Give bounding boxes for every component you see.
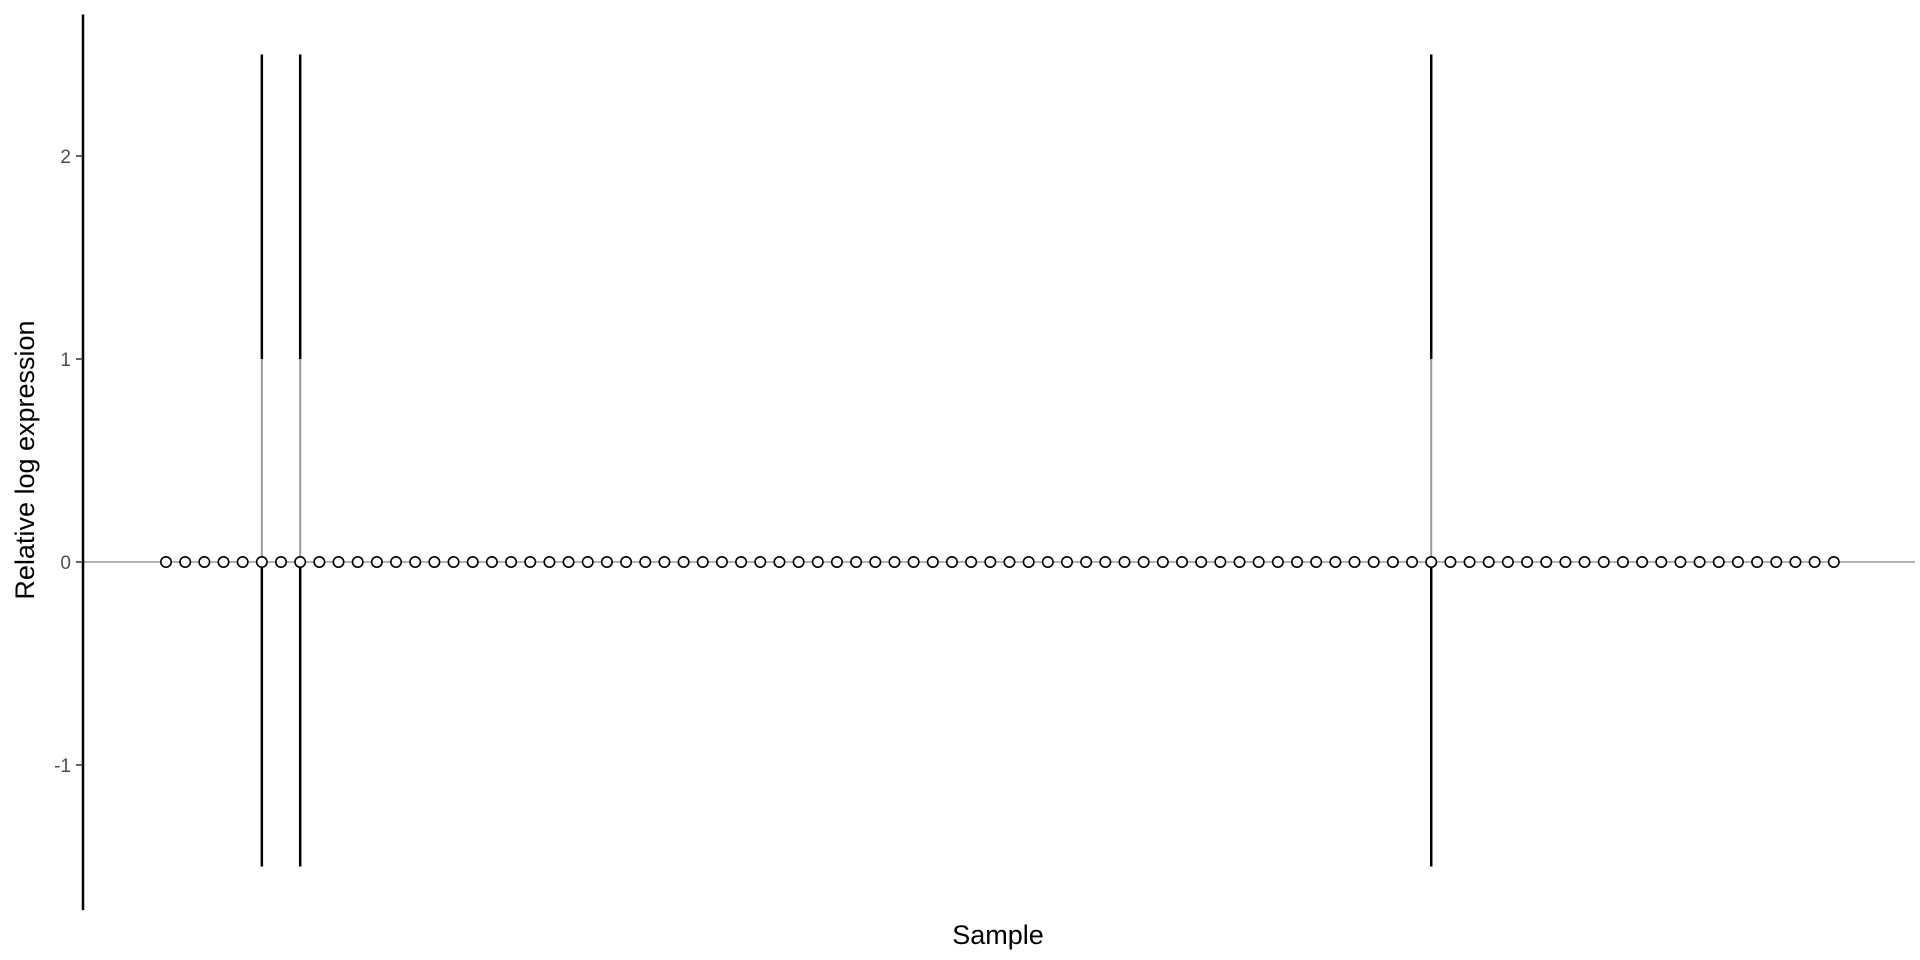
sample-median-point [390, 555, 403, 568]
sample-median-point [313, 555, 326, 568]
sample-median-point [1636, 555, 1649, 568]
sample-median-point [696, 555, 709, 568]
sample-median-point [294, 555, 307, 568]
sample-median-point [1137, 555, 1150, 568]
sample-median-point [160, 555, 173, 568]
sample-median-point [255, 555, 268, 568]
sample-median-point [965, 555, 978, 568]
sample-median-point [1712, 555, 1725, 568]
sample-median-point [1731, 555, 1744, 568]
sample-median-point [1597, 555, 1610, 568]
sample-median-point [1041, 555, 1054, 568]
sample-median-point [1080, 555, 1093, 568]
sample-median-point [984, 555, 997, 568]
sample-median-point [1291, 555, 1304, 568]
sample-median-point [754, 555, 767, 568]
sample-median-point [1406, 555, 1419, 568]
sample-median-point [1789, 555, 1802, 568]
sample-median-point [658, 555, 671, 568]
sample-median-point [370, 555, 383, 568]
sample-median-point [1233, 555, 1246, 568]
sample-median-point [1195, 555, 1208, 568]
sample-median-point [1521, 555, 1534, 568]
sample-median-point [1693, 555, 1706, 568]
sample-median-point [1348, 555, 1361, 568]
sample-median-point [1463, 555, 1476, 568]
sample-median-point [1655, 555, 1668, 568]
y-tick-label: 2 [60, 147, 71, 168]
x-axis-title: Sample [952, 920, 1044, 950]
sample-median-point [505, 555, 518, 568]
sample-median-point [1751, 555, 1764, 568]
sample-median-point [926, 555, 939, 568]
sample-median-point [1214, 555, 1227, 568]
sample-median-point [1616, 555, 1629, 568]
sample-median-point [351, 555, 364, 568]
sample-median-point [773, 555, 786, 568]
sample-median-point [1060, 555, 1073, 568]
sample-median-point [1559, 555, 1572, 568]
sample-median-point [1271, 555, 1284, 568]
sample-median-point [275, 555, 288, 568]
sample-median-point [907, 555, 920, 568]
sample-median-point [620, 555, 633, 568]
sample-median-point [850, 555, 863, 568]
sample-median-point [1386, 555, 1399, 568]
sample-median-point [1674, 555, 1687, 568]
sample-median-point [830, 555, 843, 568]
sample-median-point [869, 555, 882, 568]
sample-median-point [1482, 555, 1495, 568]
sample-median-point [1827, 555, 1840, 568]
sample-median-point [1099, 555, 1112, 568]
y-tick-label: 0 [60, 553, 71, 574]
sample-median-point [1156, 555, 1169, 568]
sample-median-point [1022, 555, 1035, 568]
sample-median-point [715, 555, 728, 568]
sample-median-point [639, 555, 652, 568]
sample-median-point [198, 555, 211, 568]
sample-median-point [792, 555, 805, 568]
sample-median-point [179, 555, 192, 568]
sample-median-point [524, 555, 537, 568]
sample-median-point [581, 555, 594, 568]
sample-median-point [332, 555, 345, 568]
y-axis-title: Relative log expression [10, 320, 40, 599]
plot-area [83, 54, 1915, 867]
y-tick-label: 1 [60, 350, 71, 371]
sample-median-point [543, 555, 556, 568]
sample-median-point [1329, 555, 1342, 568]
sample-median-point [1176, 555, 1189, 568]
sample-median-point [945, 555, 958, 568]
sample-median-point [1808, 555, 1821, 568]
sample-median-point [1501, 555, 1514, 568]
sample-median-point [1425, 555, 1438, 568]
sample-median-point [735, 555, 748, 568]
y-tick-label: -1 [54, 756, 71, 777]
sample-median-point [1578, 555, 1591, 568]
sample-median-point [562, 555, 575, 568]
sample-median-point [409, 555, 422, 568]
sample-median-point [447, 555, 460, 568]
sample-median-point [1310, 555, 1323, 568]
sample-median-point [1770, 555, 1783, 568]
y-axis: -1 0 1 2 [54, 14, 85, 911]
sample-median-point [811, 555, 824, 568]
sample-median-point [1444, 555, 1457, 568]
sample-median-point [1367, 555, 1380, 568]
sample-median-point [217, 555, 230, 568]
sample-median-point [428, 555, 441, 568]
sample-median-point [1003, 555, 1016, 568]
sample-median-point [466, 555, 479, 568]
sample-median-point [236, 555, 249, 568]
sample-median-point [1540, 555, 1553, 568]
sample-median-point [600, 555, 613, 568]
sample-median-point [1252, 555, 1265, 568]
sample-median-point [1118, 555, 1131, 568]
sample-median-point [677, 555, 690, 568]
sample-median-point [888, 555, 901, 568]
sample-median-point [485, 555, 498, 568]
